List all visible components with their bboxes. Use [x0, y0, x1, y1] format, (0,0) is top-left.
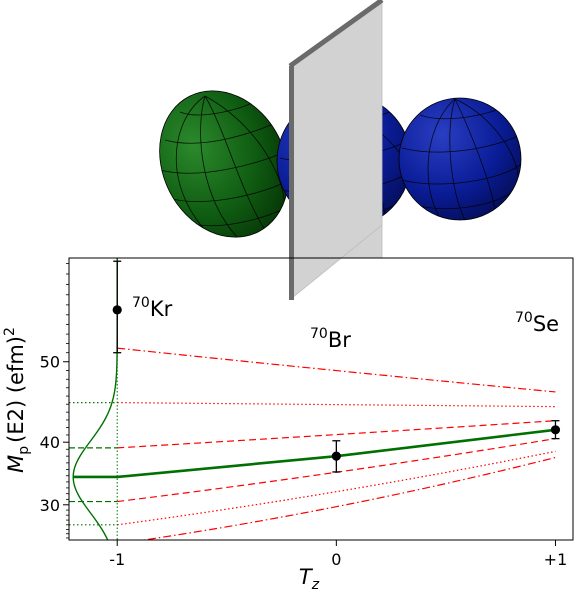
central-prediction-line	[73, 428, 556, 479]
error-bars	[112, 260, 561, 473]
y-axis-title-rest: (E2) (efm)	[4, 336, 28, 443]
spherical-nucleus-right	[398, 97, 522, 221]
y-axis-title-sup: 2	[2, 327, 18, 336]
label-70br-element: Br	[328, 328, 351, 352]
y-axis-title-sub: p	[16, 446, 32, 455]
y-tick-label: 40	[40, 433, 60, 452]
label-70se-mass: 70	[515, 310, 533, 326]
label-70kr-element: Kr	[150, 297, 173, 321]
mirror-plane	[288, 0, 384, 300]
data-point-br	[331, 451, 341, 461]
x-tick-label: -1	[109, 550, 125, 569]
x-axis-title-sub: z	[311, 577, 320, 593]
label-70se: 70Se	[515, 310, 559, 336]
x-tick-label: 0	[331, 550, 341, 569]
band-dotted-upper	[117, 402, 556, 408]
label-70br-mass: 70	[310, 326, 328, 342]
x-tick-label: +1	[544, 550, 568, 569]
plot-area	[69, 258, 573, 540]
band-dashdot-lower	[140, 456, 556, 540]
data-point-kr	[112, 305, 122, 315]
label-70br: 70Br	[310, 326, 351, 352]
x-axis-title: Tz	[299, 565, 320, 593]
plot-marks	[69, 258, 556, 540]
y-tick-label: 30	[40, 496, 60, 515]
prolate-nucleus	[159, 90, 291, 241]
x-axis-title-main: T	[299, 565, 314, 589]
data-point-se	[550, 425, 561, 435]
band-dashed-upper	[117, 420, 556, 449]
axes: 30 40 50 -1 0 +1	[40, 262, 568, 569]
label-70kr: 70Kr	[132, 295, 173, 321]
label-70kr-mass: 70	[132, 295, 150, 311]
y-tick-label: 50	[40, 353, 60, 372]
y-axis-title-main: M	[4, 455, 28, 473]
nuclei-illustration	[159, 0, 522, 300]
plot-frame	[68, 257, 574, 541]
band-dashdot-upper	[117, 347, 556, 393]
label-70se-element: Se	[533, 312, 559, 336]
y-axis-title: Mp (E2) (efm)2	[2, 327, 32, 473]
